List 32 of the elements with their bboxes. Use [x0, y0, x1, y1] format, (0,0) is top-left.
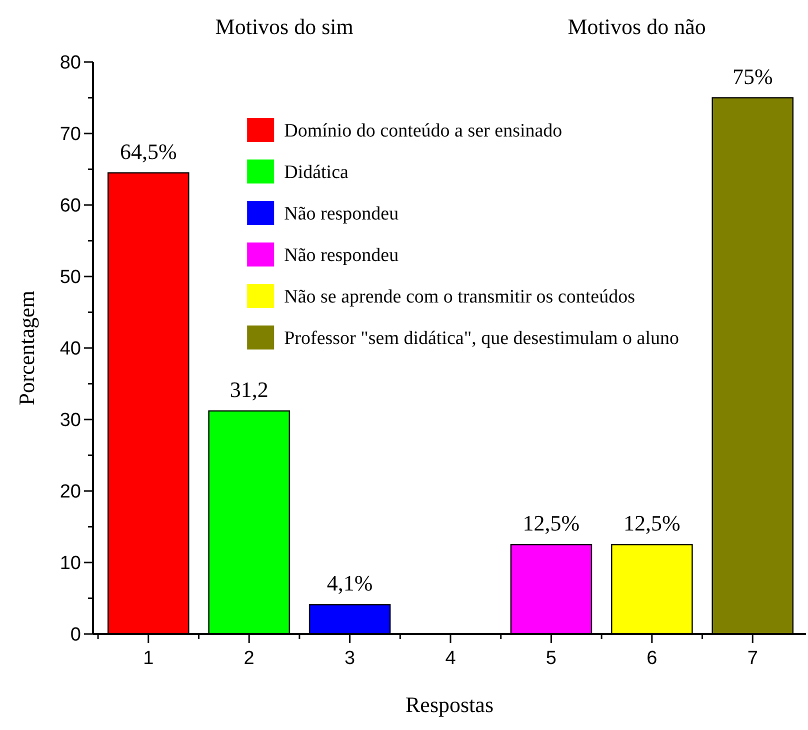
text: Motivos do sim	[215, 14, 354, 39]
x-tick-label: 3	[344, 648, 356, 669]
x-tick-label: 5	[546, 648, 556, 669]
legend-label: Não se aprende com o transmitir os conteúdos	[284, 286, 635, 308]
x-tick-label: 4	[445, 648, 456, 669]
y-tick-label: 30	[60, 410, 81, 432]
y-tick-label: 50	[60, 267, 81, 288]
y-tick-label: 70	[60, 124, 81, 146]
y-tick-label: 40	[60, 338, 81, 360]
legend-label: Professor "sem didática", que desestimulam o aluno	[284, 328, 679, 350]
x-axis-title: Respostas	[406, 692, 494, 717]
legend-label: Domínio do conteúdo a ser ensinado	[284, 120, 562, 142]
legend-label: Não respondeu	[284, 245, 400, 266]
x-tick-label: 1	[143, 648, 154, 669]
data-label: 75%	[732, 64, 773, 89]
data-label: 12,5%	[624, 510, 680, 536]
x-tick-label: 2	[244, 648, 254, 669]
x-tick-label: 6	[646, 648, 658, 669]
data-label: 12,5%	[522, 510, 580, 536]
data-label: 31,2	[230, 376, 268, 402]
y-tick-label: 0	[70, 624, 81, 646]
y-axis-title: Porcentagem	[14, 290, 39, 406]
data-label: 4,1%	[326, 570, 373, 596]
legend-label: Didática	[284, 162, 350, 184]
data-label: 64,5%	[120, 138, 177, 164]
y-tick-label: 60	[60, 196, 81, 217]
y-tick-label: 10	[60, 553, 81, 574]
text: Motivos do não	[568, 14, 706, 39]
x-tick-label: 7	[747, 648, 758, 669]
y-tick-label: 80	[60, 52, 81, 74]
legend-label: Não respondeu	[284, 204, 400, 225]
y-tick-label: 20	[60, 482, 81, 503]
